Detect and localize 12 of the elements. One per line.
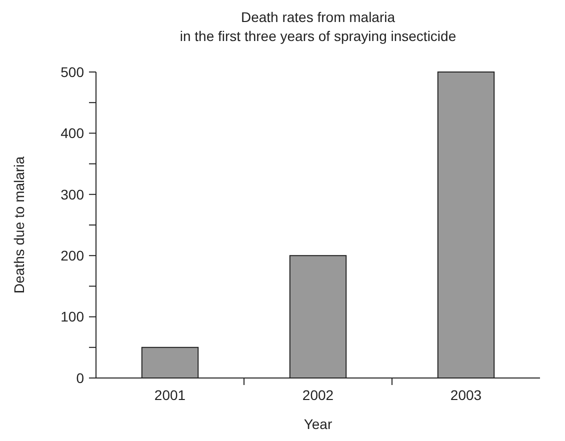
x-tick-label: 2003 <box>450 387 482 403</box>
x-tick-label: 2002 <box>302 387 334 403</box>
x-tick-label: 2001 <box>154 387 186 403</box>
y-tick-label: 200 <box>60 248 84 264</box>
y-tick-label: 300 <box>60 186 84 202</box>
y-tick-label: 400 <box>60 125 84 142</box>
chart-title: Death rates from malaria in the first three years of spraying insecticide <box>180 9 456 44</box>
y-tick-label: 500 <box>60 64 84 80</box>
y-tick-label: 0 <box>76 370 84 386</box>
y-axis-title: Deaths due to malaria <box>11 156 27 294</box>
x-axis-title: Year <box>304 416 332 432</box>
y-tick-label: 100 <box>60 308 84 325</box>
